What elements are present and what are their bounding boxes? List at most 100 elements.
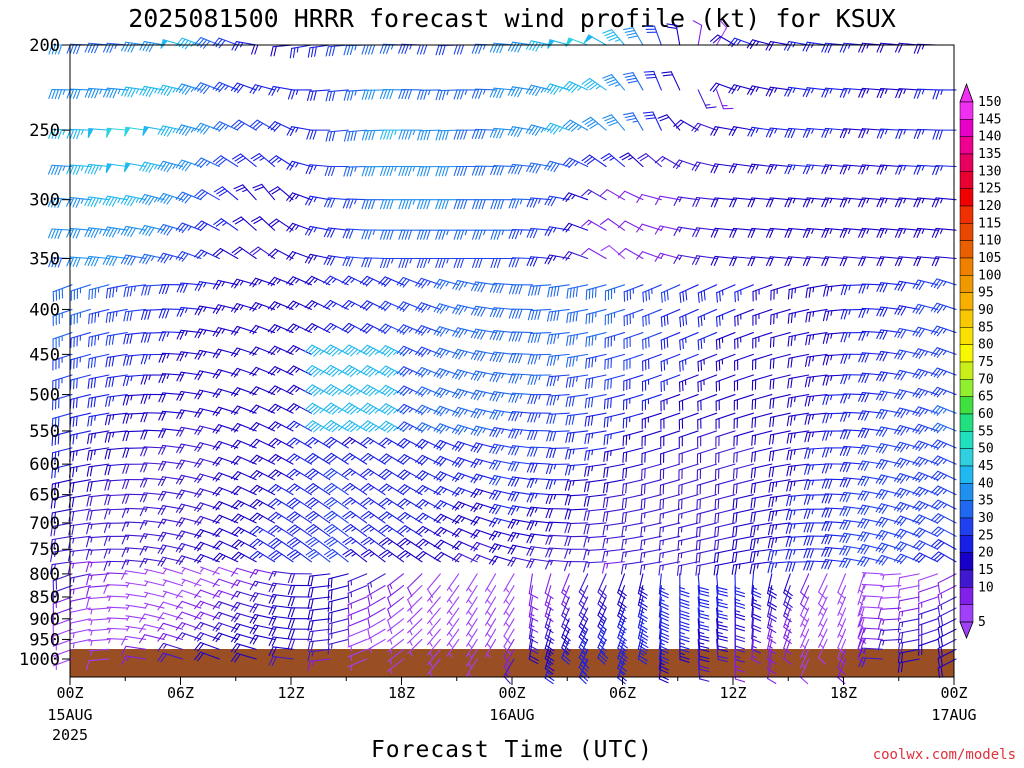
barb-full-flag <box>267 453 277 462</box>
barb-half-flag <box>412 129 416 136</box>
barb-full-flag <box>105 335 109 346</box>
wind-barb <box>307 596 331 610</box>
barb-full-flag <box>348 228 354 239</box>
wind-barb <box>212 304 239 315</box>
wind-barb <box>451 540 478 551</box>
barb-full-flag <box>72 88 78 99</box>
barb-full-flag <box>158 331 164 342</box>
barb-full-flag <box>140 309 145 321</box>
barb-half-flag <box>99 228 103 235</box>
wind-barb <box>433 485 460 496</box>
barb-full-flag <box>305 195 311 206</box>
barb-full-flag <box>549 375 554 387</box>
wind-barb <box>84 227 110 239</box>
wind-barb <box>451 487 478 497</box>
barb-full-flag <box>71 510 75 522</box>
barb-half-flag <box>277 158 283 163</box>
wind-barb <box>268 582 294 593</box>
barb-half-flag <box>354 44 357 51</box>
barb-full-flag <box>304 344 313 353</box>
barb-full-flag <box>564 465 569 476</box>
barb-full-flag <box>347 131 351 142</box>
barb-full-flag <box>621 539 624 550</box>
barb-half-flag <box>203 252 208 257</box>
barb-half-flag <box>172 87 177 93</box>
barb-full-flag <box>199 223 208 232</box>
barb-full-flag <box>273 123 282 132</box>
barb-full-flag <box>197 221 205 230</box>
barb-full-flag <box>349 198 354 209</box>
wind-barb <box>641 463 662 480</box>
barb-full-flag <box>588 313 591 324</box>
wind-barb <box>157 223 184 236</box>
barb-half-flag <box>388 540 393 545</box>
barb-full-flag <box>54 197 60 208</box>
barb-full-flag <box>69 379 72 391</box>
barb-full-flag <box>441 199 446 210</box>
barb-full-flag <box>194 389 201 399</box>
barb-full-flag <box>526 462 532 473</box>
barb-half-flag <box>482 89 486 95</box>
barb-full-flag <box>420 89 425 100</box>
barb-full-flag <box>72 398 75 409</box>
barb-full-flag <box>347 604 350 615</box>
barb-half-flag <box>276 348 282 353</box>
barb-full-flag <box>361 257 366 268</box>
barb-full-flag <box>139 634 146 644</box>
barb-full-flag <box>160 505 167 516</box>
barb-full-flag <box>496 128 502 139</box>
barb-full-flag <box>643 483 646 494</box>
barb-full-flag <box>212 121 221 130</box>
barb-full-flag <box>270 422 279 431</box>
wind-barb <box>470 281 497 293</box>
barb-half-flag <box>625 551 627 558</box>
barb-full-flag <box>50 197 56 208</box>
wind-barb <box>387 607 405 630</box>
wind-barb <box>622 412 644 429</box>
wind-barb <box>212 486 239 497</box>
barb-full-flag <box>90 256 96 267</box>
barb-full-flag <box>270 439 279 448</box>
barb-half-flag <box>501 229 505 236</box>
barb-full-flag <box>212 601 220 610</box>
barb-full-flag <box>250 153 260 160</box>
barb-full-flag <box>389 165 394 177</box>
wind-barb <box>305 510 331 524</box>
barb-full-flag <box>72 129 78 140</box>
wind-barb <box>565 394 589 408</box>
barb-full-flag <box>307 346 316 354</box>
barb-full-flag <box>179 282 185 293</box>
wind-barb <box>268 484 294 496</box>
barb-full-flag <box>359 344 368 353</box>
barb-half-flag <box>258 528 264 534</box>
barb-half-flag <box>144 546 149 552</box>
barb-half-flag <box>448 598 453 604</box>
barb-full-flag <box>600 245 610 252</box>
barb-full-flag <box>175 600 183 610</box>
barb-full-flag <box>290 638 296 649</box>
barb-full-flag <box>50 539 53 550</box>
wind-barb <box>123 308 147 322</box>
barb-full-flag <box>549 413 554 424</box>
barb-full-flag <box>107 494 112 506</box>
barb-full-flag <box>182 126 189 136</box>
barb-full-flag <box>324 548 334 556</box>
barb-half-flag <box>558 127 564 132</box>
barb-full-flag <box>621 551 624 563</box>
barb-full-flag <box>350 90 354 101</box>
barb-full-flag <box>123 334 127 345</box>
barb-full-flag <box>175 474 182 485</box>
barb-full-flag <box>627 80 639 84</box>
barb-full-flag <box>550 333 554 345</box>
barb-full-flag <box>89 495 93 507</box>
barb-full-flag <box>511 198 517 209</box>
barb-full-flag <box>267 403 276 412</box>
barb-full-flag <box>379 165 385 177</box>
barb-full-flag <box>460 229 465 240</box>
wind-barb <box>212 155 239 168</box>
barb-full-flag <box>215 554 224 563</box>
wind-barb <box>341 420 368 433</box>
barb-full-flag <box>581 219 590 228</box>
barb-full-flag <box>527 332 532 344</box>
wind-barb <box>194 349 220 360</box>
